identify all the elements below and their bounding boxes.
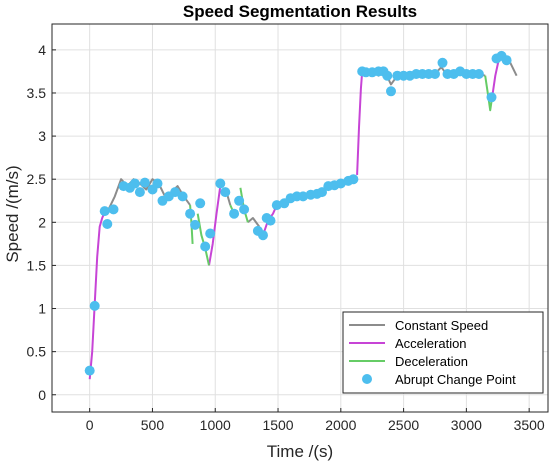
legend-abrupt-change-point-swatch <box>362 374 372 384</box>
y-axis-label: Speed /(m/s) <box>3 165 22 262</box>
x-tick-label: 2000 <box>325 417 356 433</box>
x-tick-label: 2500 <box>388 417 419 433</box>
legend-acceleration-label: Acceleration <box>395 336 467 351</box>
abrupt-change-point-marker <box>170 187 181 198</box>
abrupt-change-point-marker <box>177 191 188 202</box>
legend: Constant Speed Acceleration Deceleration Ab… <box>342 311 544 394</box>
abrupt-change-point-marker <box>437 57 448 68</box>
acceleration-line <box>356 71 364 175</box>
legend-abrupt-change-point-label: Abrupt Change Point <box>395 372 516 387</box>
y-tick-label: 3 <box>38 128 46 144</box>
plot-border <box>51 23 549 413</box>
abrupt-change-point-marker <box>486 92 497 103</box>
abrupt-change-point-marker <box>298 191 309 202</box>
abrupt-change-point-marker <box>265 215 276 226</box>
x-tick-label: 500 <box>141 417 165 433</box>
abrupt-change-point-marker <box>348 174 359 185</box>
y-tick-label: 0.5 <box>27 344 47 360</box>
abrupt-change-point-marker <box>473 69 484 79</box>
deceleration-line <box>484 75 493 112</box>
abrupt-change-point-marker <box>430 69 440 79</box>
x-axis-ticks: 0 500 1000 1500 2000 2500 3000 3500 <box>86 408 545 433</box>
legend-deceleration-label: Deceleration <box>395 354 468 369</box>
abrupt-change-point-marker <box>200 241 211 252</box>
plot-frame <box>51 23 549 413</box>
x-axis-label: Time /(s) <box>267 442 333 461</box>
y-axis-ticks: 0 0.5 1 1.5 2 2.5 3 3.5 4 <box>27 42 56 403</box>
abrupt-change-point-marker <box>386 86 396 97</box>
chart-title: Speed Segmentation Results <box>183 2 417 21</box>
abrupt-change-point-marker <box>215 178 226 189</box>
y-tick-label: 4 <box>38 42 46 58</box>
abrupt-change-point-marker <box>258 230 268 241</box>
marker-layer <box>84 50 512 376</box>
y-tick-label: 2.5 <box>27 171 47 187</box>
x-tick-label: 1500 <box>262 417 293 433</box>
abrupt-change-point-marker <box>229 208 240 219</box>
y-tick-label: 3.5 <box>27 85 47 101</box>
abrupt-change-point-marker <box>129 178 140 189</box>
abrupt-change-point-marker <box>134 187 145 198</box>
abrupt-change-point-marker <box>99 206 110 217</box>
abrupt-change-point-marker <box>84 365 95 376</box>
y-tick-label: 0 <box>38 387 46 403</box>
abrupt-change-point-marker <box>195 198 206 209</box>
abrupt-change-point-marker <box>205 228 216 239</box>
x-tick-label: 3000 <box>451 417 482 433</box>
abrupt-change-point-marker <box>185 208 196 219</box>
x-tick-label: 1000 <box>200 417 231 433</box>
abrupt-change-point-marker <box>102 219 113 229</box>
abrupt-change-point-marker <box>239 204 250 215</box>
y-tick-label: 1 <box>38 301 46 317</box>
abrupt-change-point-marker <box>234 195 245 206</box>
x-tick-label: 3500 <box>514 417 545 433</box>
abrupt-change-point-marker <box>271 200 282 211</box>
abrupt-change-point-marker <box>501 55 512 66</box>
y-tick-label: 2 <box>38 214 46 230</box>
constant-speed-line <box>247 217 261 228</box>
abrupt-change-point-marker <box>108 204 119 215</box>
abrupt-change-point-marker <box>190 219 201 230</box>
abrupt-change-point-marker <box>335 178 346 189</box>
x-tick-label: 0 <box>86 417 94 433</box>
y-tick-label: 1.5 <box>27 257 47 273</box>
legend-constant-speed-label: Constant Speed <box>395 318 488 333</box>
abrupt-change-point-marker <box>89 300 100 311</box>
abrupt-change-point-marker <box>220 187 231 198</box>
abrupt-change-point-marker <box>382 70 393 81</box>
abrupt-change-point-marker <box>317 187 327 198</box>
abrupt-change-point-marker <box>139 177 150 188</box>
abrupt-change-point-marker <box>152 178 163 189</box>
